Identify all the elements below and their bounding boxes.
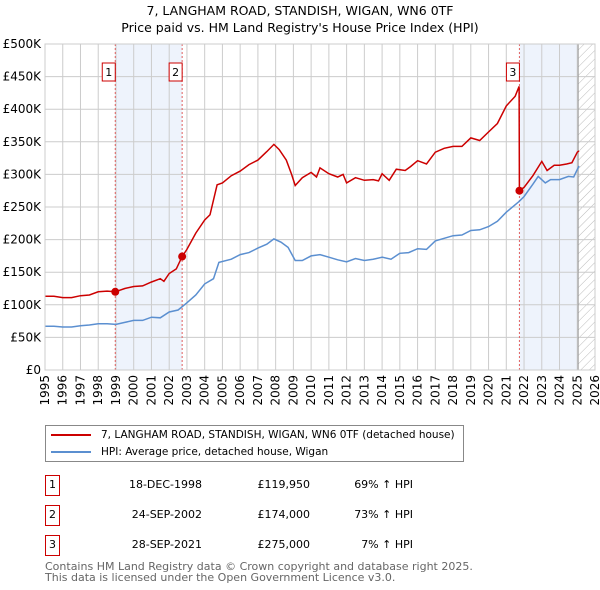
sale-marker-badge: 2 (45, 505, 60, 526)
x-tick-label: 2025 (570, 375, 584, 406)
footer-licence: This data is licensed under the Open Gov… (45, 571, 396, 584)
plot-border (44, 43, 596, 371)
x-tick-label: 2020 (482, 375, 496, 406)
y-tick-label: £200K (3, 233, 43, 247)
y-tick-label: £450K (3, 70, 43, 84)
y-tick-label: £100K (3, 298, 43, 312)
sale-label-box (101, 62, 116, 82)
sale-date: 28-SEP-2021 (131, 538, 202, 551)
y-tick-label: £0 (26, 363, 41, 377)
x-tick-label: 2022 (517, 375, 531, 406)
sale-label-box (505, 62, 520, 82)
x-tick-label: 1998 (91, 375, 105, 406)
sale-date: 24-SEP-2002 (131, 508, 202, 521)
x-tick-label: 1995 (38, 375, 52, 406)
x-tick-label: 2004 (198, 375, 212, 406)
x-tick-label: 2021 (499, 375, 513, 406)
x-tick-label: 2010 (304, 375, 318, 406)
sale-price: £174,000 (257, 508, 311, 521)
sale-point (111, 287, 120, 296)
x-tick-label: 2002 (162, 375, 176, 406)
x-tick-label: 2019 (464, 375, 478, 406)
y-tick-label: £250K (3, 200, 43, 214)
table-row: 2 24-SEP-2002 £174,000 73% ↑ HPI (45, 505, 465, 526)
property-price-line (45, 86, 580, 299)
y-tick-label: £50K (10, 330, 42, 344)
x-tick-label: 2011 (322, 375, 336, 406)
x-tick-label: 2006 (233, 375, 247, 406)
x-tick-label: 2012 (340, 375, 354, 406)
x-tick-label: 1997 (73, 375, 87, 406)
sale-marker-badge: 1 (45, 475, 60, 496)
legend-swatch-red (51, 434, 91, 436)
x-tick-label: 2018 (446, 375, 460, 406)
x-tick-label: 2000 (127, 375, 141, 406)
sale-label-box (168, 62, 183, 82)
x-tick-label: 2023 (535, 375, 549, 406)
y-tick-label: £500K (3, 37, 43, 51)
x-tick-label: 2024 (553, 375, 567, 406)
legend-label: 7, LANGHAM ROAD, STANDISH, WIGAN, WN6 0T… (101, 429, 455, 441)
x-tick-label: 2013 (357, 375, 371, 406)
table-row: 1 18-DEC-1998 £119,950 69% ↑ HPI (45, 475, 465, 496)
footer: Contains HM Land Registry data © Crown c… (45, 561, 473, 583)
sale-date: 18-DEC-1998 (128, 478, 202, 491)
x-tick-label: 2026 (588, 375, 600, 406)
sale-label: 1 (105, 66, 112, 79)
x-tick-label: 2014 (375, 375, 389, 406)
y-tick-label: £150K (3, 265, 43, 279)
x-tick-label: 2001 (144, 375, 158, 406)
price-chart: £0 £50K £100K £150K £200K £250K £300K £350K £400… (3, 37, 600, 406)
y-tick-label: £300K (3, 167, 43, 181)
x-tick-label: 2007 (251, 375, 265, 406)
chart-title: 7, LANGHAM ROAD, STANDISH, WIGAN, WN6 0T… (146, 3, 454, 18)
sale-label: 3 (509, 66, 516, 79)
legend-item-property: 7, LANGHAM ROAD, STANDISH, WIGAN, WN6 0T… (46, 427, 455, 443)
legend-label: HPI: Average price, detached house, Wiga… (101, 446, 329, 458)
x-tick-label: 2015 (393, 375, 407, 406)
x-tick-label: 2017 (428, 375, 442, 406)
sale-hpi-change: 7% ↑ HPI (361, 538, 413, 551)
sale-point (515, 186, 524, 195)
chart-subtitle: Price paid vs. HM Land Registry's House … (121, 20, 479, 35)
x-tick-label: 1999 (109, 375, 123, 406)
table-row: 3 28-SEP-2021 £275,000 7% ↑ HPI (45, 535, 465, 556)
x-tick-label: 2009 (286, 375, 300, 406)
x-tick-label: 2008 (269, 375, 283, 406)
sale-marker-badge: 3 (45, 535, 60, 556)
legend-swatch-blue (51, 451, 91, 453)
footer-copyright: Contains HM Land Registry data © Crown c… (45, 560, 473, 573)
legend-item-hpi: HPI: Average price, detached house, Wiga… (46, 444, 328, 460)
sale-label: 2 (172, 66, 179, 79)
x-tick-label: 2005 (215, 375, 229, 406)
sale-hpi-change: 73% ↑ HPI (354, 508, 413, 521)
sale-point (178, 252, 187, 261)
x-tick-label: 1996 (56, 375, 70, 406)
x-tick-label: 2016 (411, 375, 425, 406)
y-tick-label: £350K (3, 135, 43, 149)
sale-price: £275,000 (257, 538, 311, 551)
y-tick-label: £400K (3, 102, 43, 116)
sale-price: £119,950 (257, 478, 311, 491)
hpi-line (45, 165, 580, 328)
sale-hpi-change: 69% ↑ HPI (354, 478, 413, 491)
x-tick-label: 2003 (180, 375, 194, 406)
legend: 7, LANGHAM ROAD, STANDISH, WIGAN, WN6 0T… (45, 425, 464, 462)
